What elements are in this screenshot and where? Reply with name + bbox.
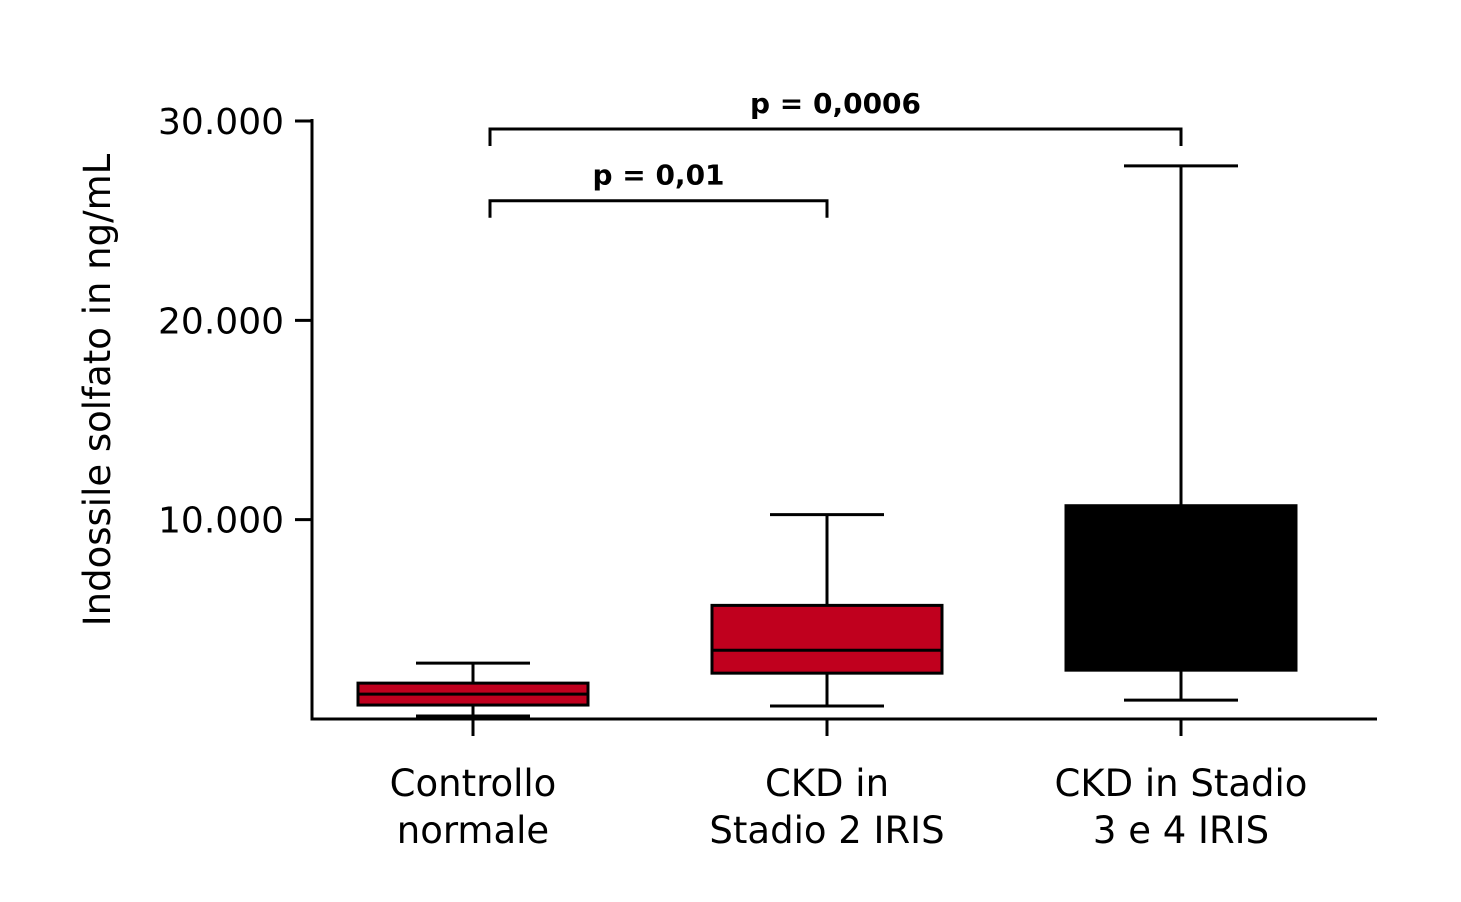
box (1064, 504, 1298, 672)
significance-bracket: p = 0,0006 (488, 87, 1183, 146)
y-axis-label: Indossile solfato in ng/mL (76, 153, 119, 626)
y-tick-label: 30.000 (158, 102, 284, 143)
x-tick-label: CKD in (765, 762, 889, 805)
boxes (356, 164, 1298, 718)
box-group (710, 513, 944, 708)
x-tick-label: CKD in Stadio (1055, 762, 1308, 805)
x-tick-label: normale (397, 809, 549, 852)
p-value-label: p = 0,01 (592, 159, 724, 192)
box (710, 603, 944, 675)
box-group (1064, 164, 1298, 702)
significance-brackets: p = 0,01 p = 0,0006 (488, 87, 1183, 218)
x-tick-label: 3 e 4 IRIS (1093, 809, 1269, 852)
bracket-line (488, 199, 829, 218)
box-group (356, 661, 590, 718)
p-value-label: p = 0,0006 (750, 87, 921, 120)
x-tick-label: Stadio 2 IRIS (709, 809, 944, 852)
x-tick-label: Controllo (390, 762, 557, 805)
bracket-line (488, 127, 1183, 146)
y-tick-label: 10.000 (158, 501, 284, 542)
significance-bracket: p = 0,01 (488, 159, 829, 218)
y-tick-label: 20.000 (158, 301, 284, 342)
